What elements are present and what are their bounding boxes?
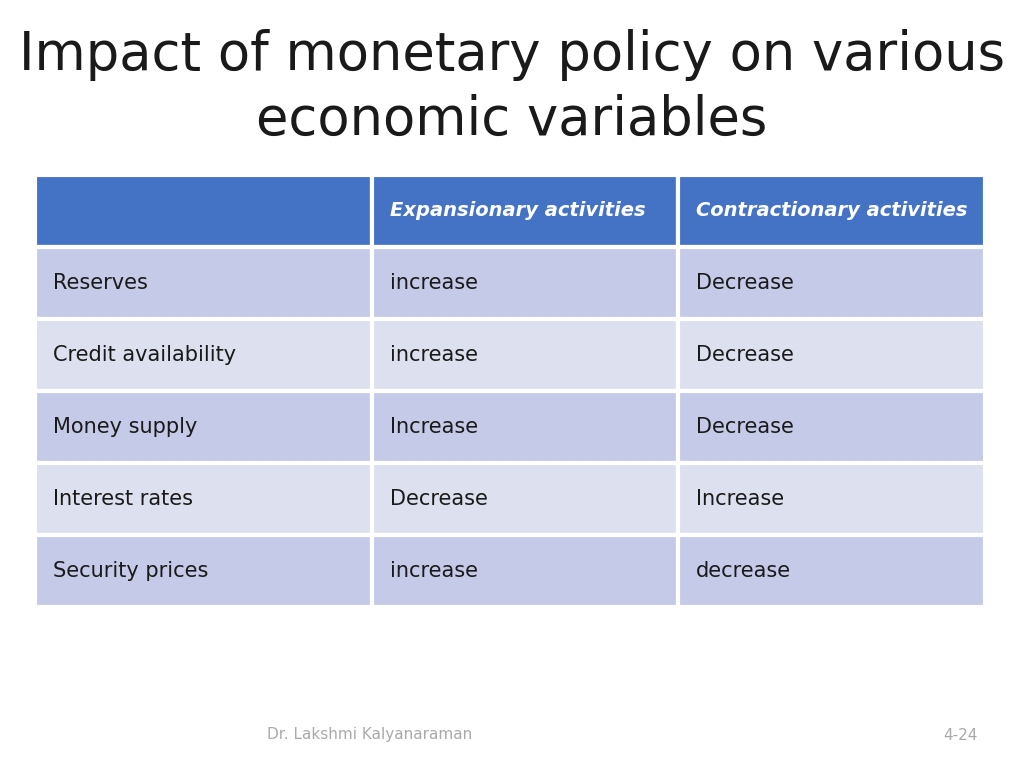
Bar bbox=[678, 463, 985, 535]
Text: increase: increase bbox=[390, 345, 478, 365]
Bar bbox=[373, 247, 678, 319]
Text: Decrease: Decrease bbox=[390, 489, 488, 509]
Bar bbox=[35, 175, 373, 247]
Bar bbox=[373, 319, 678, 391]
Text: decrease: decrease bbox=[696, 561, 792, 581]
Bar bbox=[678, 535, 985, 607]
Text: Security prices: Security prices bbox=[53, 561, 208, 581]
Text: Decrease: Decrease bbox=[696, 345, 794, 365]
Bar bbox=[373, 175, 678, 247]
Text: Expansionary activities: Expansionary activities bbox=[390, 201, 646, 220]
Text: Credit availability: Credit availability bbox=[53, 345, 237, 365]
Bar bbox=[678, 247, 985, 319]
Text: Increase: Increase bbox=[390, 417, 478, 437]
Bar bbox=[35, 535, 373, 607]
Bar bbox=[35, 391, 373, 463]
Bar bbox=[35, 319, 373, 391]
Bar bbox=[373, 535, 678, 607]
Bar bbox=[373, 463, 678, 535]
Text: Decrease: Decrease bbox=[696, 417, 794, 437]
Text: Contractionary activities: Contractionary activities bbox=[696, 201, 968, 220]
Text: increase: increase bbox=[390, 273, 478, 293]
Text: economic variables: economic variables bbox=[256, 94, 768, 146]
Bar bbox=[35, 247, 373, 319]
Text: Dr. Lakshmi Kalyanaraman: Dr. Lakshmi Kalyanaraman bbox=[267, 727, 473, 743]
Text: Impact of monetary policy on various: Impact of monetary policy on various bbox=[18, 29, 1006, 81]
Bar bbox=[678, 319, 985, 391]
Bar bbox=[678, 175, 985, 247]
Text: Decrease: Decrease bbox=[696, 273, 794, 293]
Bar bbox=[678, 391, 985, 463]
Text: Money supply: Money supply bbox=[53, 417, 198, 437]
Text: 4-24: 4-24 bbox=[943, 727, 977, 743]
Text: Reserves: Reserves bbox=[53, 273, 147, 293]
Bar bbox=[35, 463, 373, 535]
Bar bbox=[373, 391, 678, 463]
Text: Increase: Increase bbox=[696, 489, 784, 509]
Text: Interest rates: Interest rates bbox=[53, 489, 193, 509]
Text: increase: increase bbox=[390, 561, 478, 581]
